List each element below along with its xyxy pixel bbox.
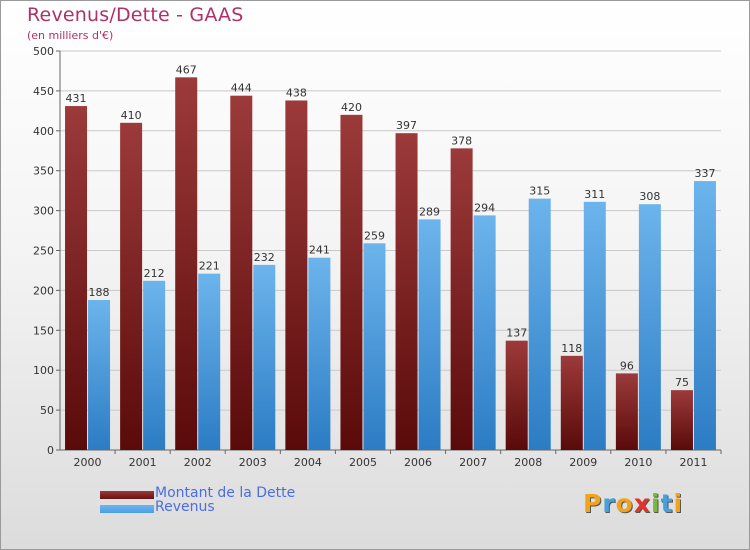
y-tick-label: 150 [33,324,54,337]
x-tick-label: 2010 [624,456,652,469]
bar-dette [560,355,583,450]
bar-revenus [308,257,331,450]
y-tick-label: 100 [33,364,54,377]
legend-swatch-revenus [100,505,154,513]
bar-revenus [88,299,111,450]
y-tick-label: 300 [33,205,54,218]
data-label: 378 [451,134,472,147]
y-tick-label: 250 [33,245,54,258]
data-label: 308 [639,190,660,203]
data-label: 444 [231,82,252,95]
bar-dette [670,390,693,450]
data-label: 96 [620,359,634,372]
y-tick-label: 200 [33,284,54,297]
chart-title: Revenus/Dette - GAAS [27,4,244,26]
y-tick-label: 50 [40,404,54,417]
y-tick-label: 450 [33,85,54,98]
data-label: 137 [506,327,527,340]
data-label: 438 [286,86,307,99]
legend-label-revenus: Revenus [155,499,215,515]
y-tick-label: 0 [47,444,54,457]
data-label: 188 [89,286,110,299]
data-label: 75 [675,376,689,389]
logo-letter: r [602,489,616,518]
bar-dette [230,95,253,451]
legend-label-dette: Montant de la Dette [155,485,296,501]
bar-dette [395,133,418,450]
proxiti-logo: Proxiti [583,489,683,518]
data-label: 397 [396,119,417,132]
bar-revenus [638,204,661,450]
data-label: 221 [199,260,220,273]
x-tick-label: 2004 [294,456,322,469]
data-label: 259 [364,229,385,242]
bar-revenus [143,280,166,450]
data-label: 410 [121,109,142,122]
x-tick-label: 2000 [74,456,102,469]
data-label: 294 [474,201,495,214]
x-tick-label: 2008 [514,456,542,469]
y-tick-label: 350 [33,165,54,178]
data-label: 311 [584,188,605,201]
x-tick-label: 2002 [184,456,212,469]
x-tick-label: 2001 [129,456,157,469]
bar-dette [175,77,198,451]
bar-dette [450,148,473,450]
data-label: 431 [66,92,87,105]
x-tick-label: 2007 [459,456,487,469]
bar-revenus [693,181,716,450]
x-tick-label: 2011 [679,456,707,469]
logo-letter: t [660,489,674,518]
data-label: 337 [694,167,715,180]
logo-letter: i [673,489,684,518]
x-tick-label: 2005 [349,456,377,469]
bar-dette [120,122,143,450]
bar-dette [615,373,638,450]
x-tick-label: 2003 [239,456,267,469]
data-label: 467 [176,63,197,76]
data-label: 118 [561,342,582,355]
bar-revenus [583,201,606,450]
bar-dette [340,114,363,450]
legend-swatch-dette [100,491,154,499]
logo-letter: i [651,489,661,518]
logo-letter: P [583,489,603,518]
logo-letter: o [615,489,634,518]
y-tick-label: 400 [33,125,54,138]
data-label: 315 [529,185,550,198]
chart-subtitle: (en milliers d'€) [27,29,114,42]
data-label: 241 [309,244,330,257]
data-label: 420 [341,101,362,114]
x-tick-label: 2009 [569,456,597,469]
bar-revenus [198,273,221,450]
data-label: 232 [254,251,275,264]
bar-dette [65,106,88,450]
bar-dette [505,340,528,450]
y-tick-label: 500 [33,45,54,58]
logo-letter: x [633,489,651,518]
bar-revenus [528,198,551,450]
bar-dette [285,100,308,450]
bar-revenus [363,243,386,450]
bar-revenus [253,264,276,450]
data-label: 212 [144,267,165,280]
bar-revenus [418,219,441,450]
x-tick-label: 2006 [404,456,432,469]
bar-revenus [473,215,496,450]
data-label: 289 [419,205,440,218]
